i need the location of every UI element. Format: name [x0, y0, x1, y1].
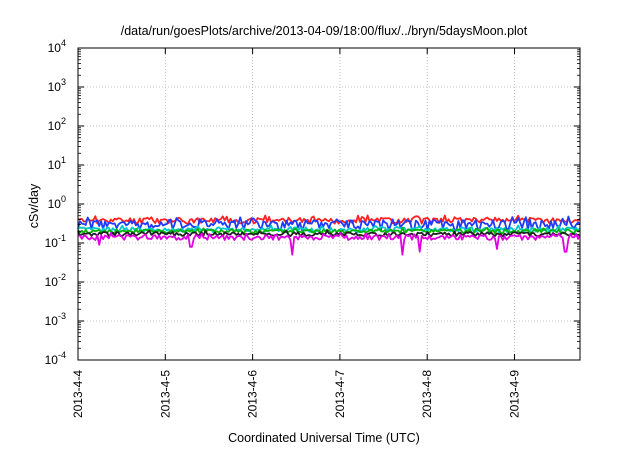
y-tick-label: 10-2 [45, 272, 66, 289]
series-line-4 [77, 226, 581, 235]
x-tick-label: 2013-4-9 [508, 370, 522, 418]
y-tick-label: 101 [48, 155, 66, 172]
y-tick-label: 100 [48, 194, 66, 211]
y-tick-label: 10-4 [45, 350, 66, 367]
grid-lines [78, 48, 580, 360]
series-lines [77, 214, 581, 256]
axis-ticks: 10-4 10-3 10-2 10-1 100 101 102 103 104 2013-4-4 2… [45, 38, 580, 418]
y-tick-label: 10-3 [45, 311, 66, 328]
y-axis-label: cSv/day [27, 183, 41, 228]
x-tick-label: 2013-4-5 [158, 370, 172, 418]
x-axis-label: Coordinated Universal Time (UTC) [228, 431, 420, 445]
y-tick-label: 10-1 [45, 233, 66, 250]
x-tick-label: 2013-4-8 [420, 370, 434, 418]
chart-title: /data/run/goesPlots/archive/2013-04-09/1… [121, 24, 528, 38]
y-tick-label: 104 [48, 38, 66, 55]
series-line-5 [77, 229, 581, 238]
x-tick-label: 2013-4-6 [246, 370, 260, 418]
series-line-6 [77, 232, 581, 256]
x-tick-label: 2013-4-4 [71, 370, 85, 418]
y-tick-label: 103 [48, 77, 66, 94]
x-tick-label: 2013-4-7 [333, 370, 347, 418]
y-tick-label: 102 [48, 116, 66, 133]
series-line-1 [77, 214, 581, 225]
